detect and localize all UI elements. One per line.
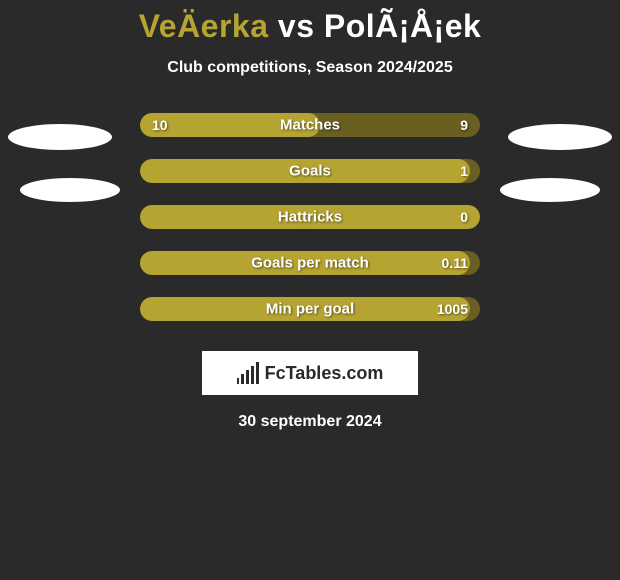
brand-logo[interactable]: FcTables.com (202, 351, 418, 395)
stat-right-value: 0.11 (442, 255, 468, 271)
avatar-right-2 (500, 178, 600, 202)
title-left: VeÄerka (139, 8, 269, 44)
avatar-left-2 (20, 178, 120, 202)
stat-bar: Goals per match 0.11 (140, 251, 480, 275)
stat-right-value: 9 (460, 117, 468, 133)
avatar-left-1 (8, 124, 112, 150)
title-right: PolÃ¡Å¡ek (324, 8, 481, 44)
stat-label: Matches (280, 117, 340, 134)
page-title: VeÄerka vs PolÃ¡Å¡ek (0, 0, 620, 45)
subtitle: Club competitions, Season 2024/2025 (0, 59, 620, 77)
stat-bar: Min per goal 1005 (140, 297, 480, 321)
stat-label: Goals per match (251, 255, 369, 272)
stat-label: Hattricks (278, 209, 342, 226)
stat-left-value: 10 (152, 117, 168, 133)
stat-right-value: 1 (460, 163, 468, 179)
stat-bar: 10 Matches 9 (140, 113, 480, 137)
stat-bar: Goals 1 (140, 159, 480, 183)
brand-name: FcTables.com (265, 363, 384, 384)
title-vs: vs (278, 8, 315, 44)
stat-label: Min per goal (266, 301, 354, 318)
date-label: 30 september 2024 (0, 413, 620, 431)
stat-bar: Hattricks 0 (140, 205, 480, 229)
stat-label: Goals (289, 163, 331, 180)
stat-right-value: 0 (460, 209, 468, 225)
barchart-icon (237, 362, 259, 384)
stat-right-value: 1005 (437, 301, 468, 317)
avatar-right-1 (508, 124, 612, 150)
